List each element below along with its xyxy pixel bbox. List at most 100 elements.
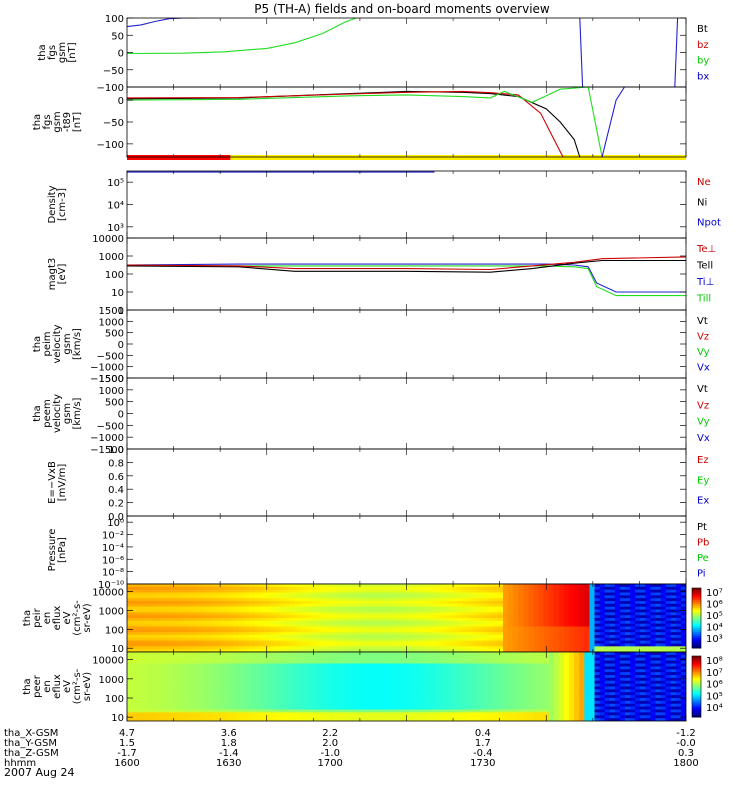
panel-fgs_t89: 0 −50 −100 tha fgs gsm -t89 [nT]	[32, 86, 687, 160]
y-tick-label: 0.0	[108, 512, 124, 523]
orbit-value: 2.0	[322, 738, 338, 749]
y-tick-label: −1500	[90, 445, 124, 456]
series-bx2	[579, 18, 584, 87]
colorbar-tick: 10⁸	[706, 656, 723, 667]
y-tick-label: 0.6	[108, 472, 124, 483]
y-tick-label: 0.4	[108, 485, 124, 496]
series-Ti	[127, 263, 686, 293]
orbit-row-label: tha_Y-GSM	[4, 738, 57, 749]
orbit-row-label: tha_Z-GSM	[4, 748, 59, 759]
y-tick-label: 1000	[99, 252, 124, 263]
svg-text:fgs: fgs	[47, 45, 58, 60]
y-tick-label: −50	[103, 66, 124, 77]
y-tick-label: 0.2	[108, 499, 124, 510]
panel-frame	[126, 170, 687, 239]
svg-text:-t89: -t89	[62, 112, 73, 132]
svg-text:[eV]: [eV]	[57, 264, 68, 285]
y-tick-label: 10000	[92, 588, 124, 599]
orbit-value: -0.0	[676, 738, 696, 749]
svg-text:peem: peem	[42, 399, 53, 427]
y-tick-label: 1000	[99, 386, 124, 397]
mode-bar-red	[127, 155, 231, 160]
y-tick-label: 1	[118, 306, 124, 317]
y-tick-label: 1.0	[108, 445, 124, 456]
y-label-peim: tha peim velocity gsm [km/s]	[32, 324, 83, 363]
svg-text:gsm: gsm	[52, 111, 63, 132]
orbit-value: 1800	[673, 758, 698, 769]
y-label-peer: tha peer en eflux eV (cm²-s-sr-eV)	[22, 668, 93, 704]
y-tick-label: 10⁴	[107, 201, 124, 212]
orbit-axis: tha_X-GSM 4.7 3.6 2.2 0.4 -1.2 tha_Y-GSM 1.5 1.8…	[4, 728, 699, 769]
y-tick-label: 10⁻⁸	[102, 568, 124, 579]
svg-text:[cm-3]: [cm-3]	[57, 188, 68, 221]
orbit-value: 0.3	[678, 748, 694, 759]
colorbar-tick: 10⁴	[706, 623, 723, 634]
colorbar-tick: 10⁵	[706, 611, 723, 622]
series-Tell	[127, 259, 686, 273]
panel-pressure: 10⁰ 10⁻²10⁻⁴10⁻⁶ 10⁻⁸10⁻¹⁰ Pressure [nPa] Pt P…	[47, 515, 709, 591]
svg-text:en: en	[42, 612, 53, 625]
svg-text:[nPa]: [nPa]	[57, 537, 68, 563]
colorbar-tick: 10⁵	[706, 691, 723, 702]
orbit-value: 4.7	[119, 728, 135, 739]
y-tick-label: 50	[111, 31, 124, 42]
y-tick-label: 10000	[92, 234, 124, 245]
y-tick-label: 1500	[99, 374, 124, 385]
series-by	[127, 18, 357, 55]
svg-text:Density: Density	[47, 185, 58, 223]
y-tick-label: 10⁻¹⁰	[98, 580, 124, 591]
panel-density: 10³ 10⁴ 10⁵ Density [cm-3] Ne Ni Npot	[47, 170, 721, 239]
y-label-density: Density [cm-3]	[47, 185, 68, 223]
y-tick-label: 10⁵	[107, 178, 124, 189]
orbit-value: 2.2	[322, 728, 338, 739]
svg-text:velocity: velocity	[52, 394, 63, 433]
series-Till	[127, 265, 686, 297]
panel-frame	[126, 237, 687, 311]
y-label-peem: tha peem velocity gsm [km/s]	[32, 394, 83, 433]
legend-Vt: Vt	[697, 316, 708, 327]
svg-text:peim: peim	[42, 331, 53, 356]
legend-Pe: Pe	[697, 553, 709, 564]
svg-text:[mV/m]: [mV/m]	[57, 464, 68, 502]
svg-text:[km/s]: [km/s]	[72, 328, 83, 360]
svg-text:tha: tha	[32, 336, 43, 352]
orbit-value: 1.8	[221, 738, 237, 749]
series-green	[127, 87, 603, 157]
colorbar-tick: 10⁶	[706, 680, 723, 691]
legend-Ti⊥: Ti⊥	[696, 277, 714, 288]
orbit-value: 0.4	[475, 728, 491, 739]
series-bx3	[674, 18, 679, 87]
colorbar-tick: 10⁷	[706, 588, 723, 599]
orbit-row-label: tha_X-GSM	[4, 728, 58, 739]
y-tick-label: 100	[105, 270, 124, 281]
y-tick-label: −500	[97, 421, 124, 432]
svg-text:velocity: velocity	[52, 324, 63, 363]
legend-Pt: Pt	[697, 522, 707, 533]
orbit-value: 1.7	[475, 738, 491, 749]
date-label: 2007 Aug 24	[4, 766, 74, 779]
legend-Pb: Pb	[697, 538, 709, 549]
y-label-fgs_t89: tha fgs gsm -t89 [nT]	[32, 111, 83, 132]
panel-frame	[126, 377, 687, 450]
panel-frame	[126, 515, 687, 585]
y-tick-label: 0	[118, 410, 124, 421]
y-tick-label: −100	[97, 140, 124, 151]
svg-text:E=−VxB: E=−VxB	[47, 461, 58, 504]
legend-bx: bx	[697, 71, 709, 82]
orbit-value: 1.5	[119, 738, 135, 749]
y-tick-label: 1500	[99, 306, 124, 317]
y-tick-label: 1000	[99, 675, 124, 686]
figure-title: P5 (TH-A) fields and on-board moments ov…	[254, 2, 550, 16]
y-tick-label: −1000	[90, 363, 124, 374]
y-label-temp: magt3 [eV]	[47, 258, 68, 291]
y-label-fgs: tha fgs gsm [nT]	[37, 42, 78, 63]
y-tick-label: 10	[111, 288, 124, 299]
legend-Ex: Ex	[697, 496, 709, 507]
y-tick-label: −50	[103, 118, 124, 129]
legend-Vz: Vz	[697, 332, 709, 343]
orbit-value: -0.4	[473, 748, 493, 759]
orbit-value: -1.0	[320, 748, 340, 759]
